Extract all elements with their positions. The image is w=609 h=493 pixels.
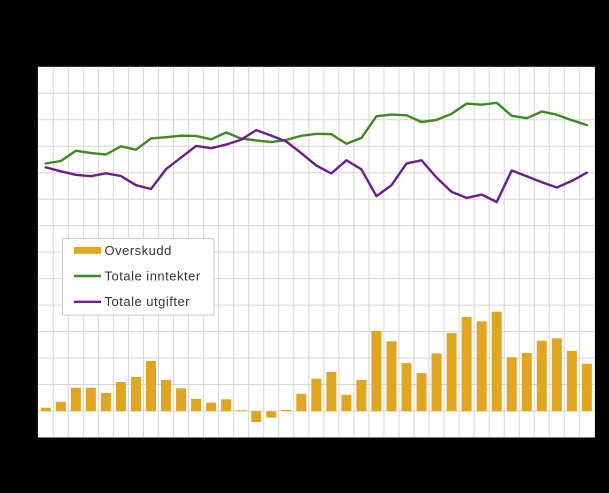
svg-text:Overskudd: Overskudd bbox=[105, 243, 172, 258]
svg-text:Totale utgifter: Totale utgifter bbox=[105, 294, 191, 309]
svg-text:Totale inntekter: Totale inntekter bbox=[105, 268, 201, 283]
